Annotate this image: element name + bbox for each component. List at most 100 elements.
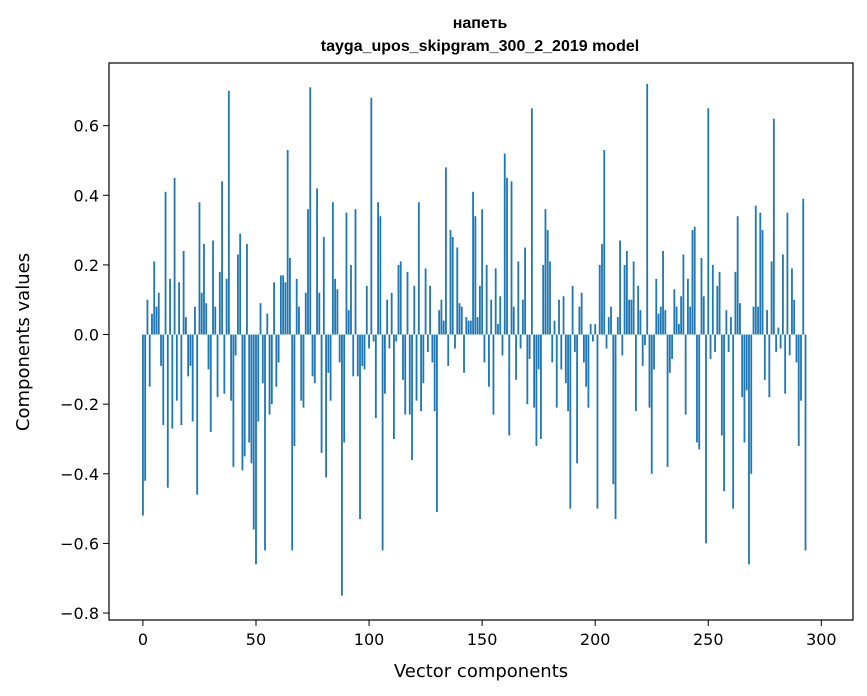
bar	[377, 202, 380, 335]
bar	[331, 202, 334, 335]
bar	[151, 313, 153, 335]
bar	[777, 327, 780, 335]
bar	[650, 334, 653, 474]
bar	[191, 334, 194, 422]
bar	[390, 292, 393, 335]
bar	[368, 334, 370, 349]
bar	[189, 334, 192, 366]
bar	[481, 209, 484, 335]
bar	[325, 334, 327, 478]
bar	[601, 244, 603, 335]
bar	[524, 247, 526, 335]
bar	[759, 212, 762, 335]
bar	[456, 247, 459, 335]
bar	[449, 230, 452, 335]
bar	[144, 334, 147, 481]
bar	[644, 334, 646, 345]
bar	[268, 334, 271, 415]
bar	[209, 334, 212, 433]
bar	[293, 334, 296, 446]
bar	[677, 324, 680, 335]
bar	[653, 334, 655, 370]
bar	[420, 334, 422, 412]
bar	[732, 334, 735, 509]
bar	[447, 334, 450, 366]
bar	[255, 334, 257, 565]
bar	[533, 334, 536, 408]
bar	[264, 334, 266, 551]
bar	[802, 198, 805, 335]
bar	[363, 334, 366, 370]
bar	[551, 334, 554, 363]
bar	[569, 334, 572, 509]
bar	[388, 334, 391, 349]
bar	[530, 108, 533, 335]
bar	[273, 282, 275, 335]
bar	[797, 334, 800, 446]
bar	[440, 299, 443, 335]
bar	[327, 334, 330, 373]
bar	[734, 271, 737, 335]
bar	[422, 334, 425, 384]
x-tick-label: 300	[806, 630, 837, 649]
bar	[567, 334, 569, 412]
bar	[687, 278, 689, 335]
bar	[646, 83, 649, 335]
bar	[571, 285, 574, 335]
bar	[623, 264, 626, 335]
bar	[630, 299, 633, 335]
bar	[261, 334, 264, 384]
bar	[243, 334, 246, 457]
bar	[205, 303, 208, 335]
bar	[282, 275, 285, 335]
bar	[752, 306, 755, 335]
bar	[277, 334, 280, 363]
bar	[411, 334, 413, 460]
bar	[413, 285, 416, 335]
y-tick-label: 0.4	[74, 186, 99, 205]
bar	[745, 334, 748, 391]
bar	[517, 261, 520, 335]
bar-series	[142, 83, 807, 596]
bar	[354, 209, 357, 335]
bar	[729, 317, 732, 335]
bar	[723, 334, 726, 492]
bar	[659, 306, 662, 335]
y-tick-label: −0.8	[60, 604, 99, 623]
bar	[343, 334, 346, 443]
bar	[605, 334, 608, 349]
x-tick-label: 150	[467, 630, 498, 649]
x-tick-label: 200	[580, 630, 611, 649]
bar	[804, 334, 807, 551]
bar	[198, 202, 201, 335]
bar	[596, 334, 599, 509]
y-axis-label: Components values	[13, 253, 34, 431]
bar	[619, 240, 621, 335]
bar	[655, 278, 658, 335]
bar	[309, 87, 312, 335]
bar	[506, 177, 508, 335]
bar	[329, 334, 332, 401]
bar	[537, 334, 540, 370]
bar	[739, 303, 741, 335]
bar	[365, 285, 368, 335]
bar	[501, 334, 504, 356]
bar	[544, 209, 547, 335]
bar	[512, 306, 515, 335]
bar	[374, 334, 377, 419]
bar	[779, 334, 782, 349]
bar	[393, 334, 395, 439]
bar	[266, 313, 269, 335]
bar	[564, 334, 567, 384]
bar	[284, 282, 287, 335]
bar	[494, 268, 497, 335]
bar	[657, 313, 660, 335]
bar	[578, 306, 581, 335]
bar	[772, 118, 775, 335]
bar	[614, 334, 617, 520]
bar	[555, 334, 558, 408]
x-axis-ticks: 0 50 100 150 200 250 300	[138, 620, 837, 649]
bar	[402, 334, 404, 380]
y-tick-label: 0.2	[74, 256, 99, 275]
